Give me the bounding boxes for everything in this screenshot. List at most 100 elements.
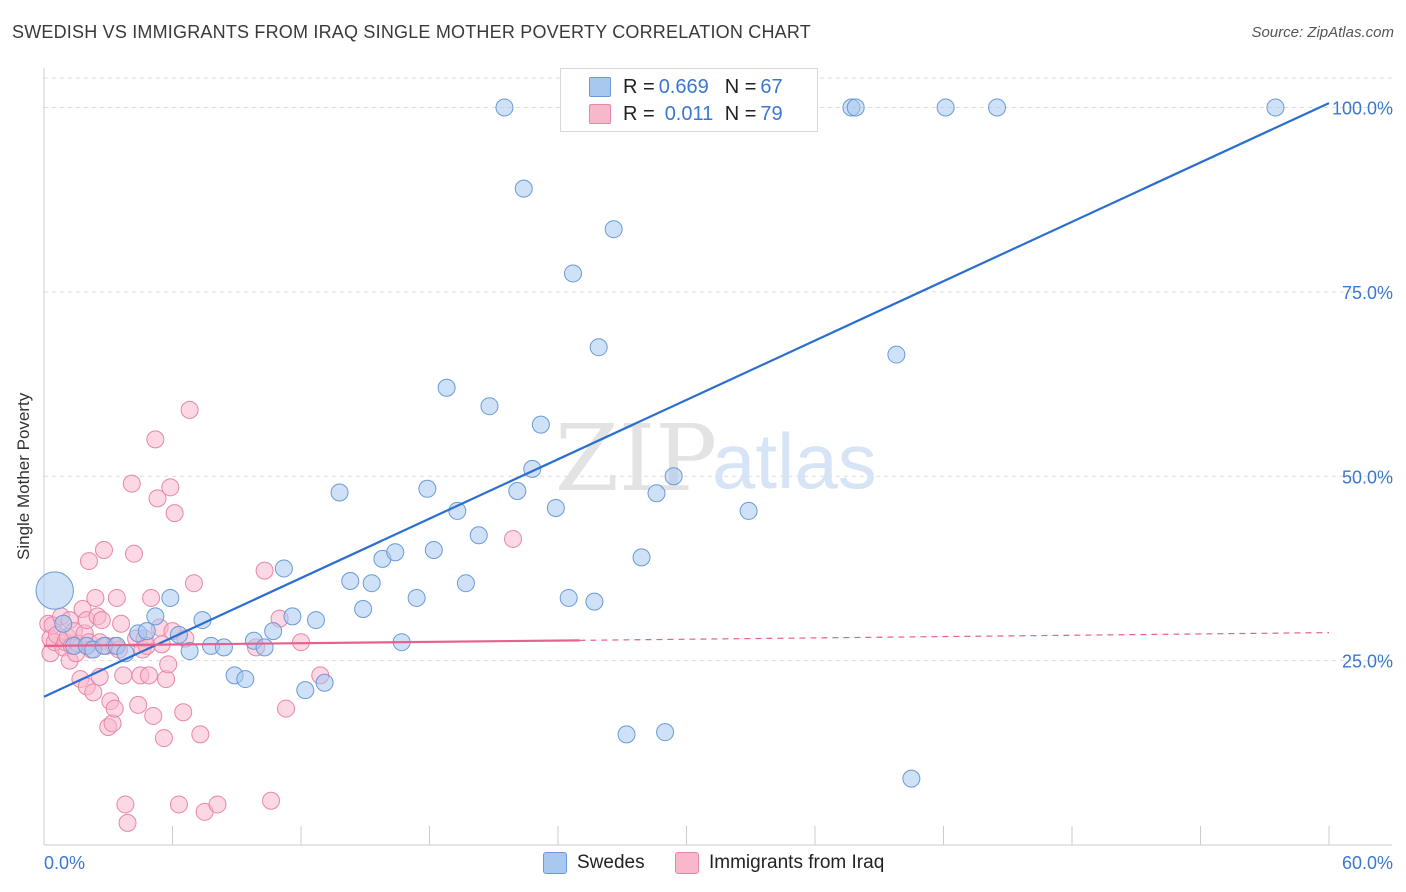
correlation-legend: R = 0.669 N = 67 R = 0.011 N = 79 — [560, 68, 818, 132]
n-value-iraq: 79 — [760, 102, 783, 125]
iraq-point — [146, 430, 165, 449]
iraq-point — [165, 504, 184, 523]
iraq-point — [92, 611, 111, 630]
iraq-point — [84, 683, 103, 702]
iraq-point — [94, 541, 113, 559]
swedes-point — [424, 541, 443, 559]
swedes-point — [739, 501, 758, 520]
legend-item-iraq[interactable]: Immigrants from Iraq — [675, 852, 884, 874]
trend-line-swedes — [43, 102, 1330, 698]
iraq-point — [139, 666, 158, 685]
swedes-point — [495, 98, 514, 117]
trend-line-iraq-extension — [579, 632, 1330, 641]
swedes-point — [264, 622, 283, 641]
watermark-zip: ZIP — [555, 405, 717, 512]
swedes-point — [887, 345, 906, 364]
r-value-iraq: 0.011 — [664, 102, 714, 125]
y-tick-label: 50.0% — [1342, 467, 1393, 487]
swedes-point — [386, 543, 405, 562]
swedes-point — [902, 769, 921, 788]
swedes-swatch — [589, 77, 611, 97]
swedes-point — [647, 484, 666, 503]
trend-line-iraq — [43, 639, 580, 647]
x-tick-label-min: 0.0% — [44, 853, 85, 873]
trend-lines — [43, 102, 1330, 698]
watermark-atlas: atlas — [712, 417, 877, 505]
swedes-point — [283, 607, 302, 626]
swedes-point — [469, 526, 488, 545]
swedes-point — [988, 98, 1007, 117]
iraq-point — [148, 489, 167, 508]
iraq-point — [159, 655, 178, 674]
iraq-point — [174, 703, 193, 722]
axes — [43, 68, 1392, 846]
swedes-point — [137, 622, 156, 641]
swedes-point — [514, 179, 533, 198]
swedes-point — [362, 574, 381, 593]
n-value-swedes: 67 — [760, 75, 783, 98]
iraq-point — [79, 552, 98, 571]
legend-label-iraq: Immigrants from Iraq — [709, 852, 885, 873]
swedes-point — [546, 498, 565, 517]
grid-lines — [44, 77, 1392, 662]
swedes-point — [236, 670, 255, 689]
legend-row-iraq: R = 0.011 N = 79 — [561, 101, 783, 127]
legend-label-swedes: Swedes — [577, 852, 645, 873]
swedes-point — [936, 98, 955, 117]
swedes-point — [437, 378, 456, 397]
swedes-point — [35, 571, 74, 610]
watermark: ZIP atlas — [555, 405, 877, 512]
iraq-point — [114, 666, 133, 685]
swedes-point — [161, 588, 180, 607]
iraq-point — [255, 561, 274, 580]
iraq-point — [142, 588, 161, 607]
swedes-point — [846, 98, 865, 117]
chart-title: SWEDISH VS IMMIGRANTS FROM IRAQ SINGLE M… — [12, 22, 811, 42]
swedes-point — [214, 638, 233, 657]
swedes-point — [306, 611, 325, 630]
swedes-point — [296, 681, 315, 700]
swedes-point — [1266, 98, 1285, 117]
swedes-point — [604, 220, 623, 239]
iraq-point — [154, 729, 173, 748]
swedes-point — [146, 607, 165, 626]
n-label: N = — [724, 102, 757, 125]
legend-item-swedes[interactable]: Swedes — [543, 852, 645, 874]
iraq-point — [184, 574, 203, 593]
y-tick-label: 100.0% — [1332, 99, 1393, 119]
swedes-point — [354, 600, 373, 618]
swedes-point — [54, 614, 73, 633]
iraq-point — [262, 791, 281, 810]
iraq-point — [157, 670, 176, 689]
r-label: R = — [623, 102, 655, 125]
y-tick-label: 75.0% — [1342, 283, 1393, 303]
swedes-point — [559, 588, 578, 607]
series-iraq-points — [39, 400, 523, 832]
swedes-point — [664, 467, 683, 486]
r-label: R = — [623, 75, 655, 98]
iraq-point — [161, 478, 180, 497]
r-value-swedes: 0.669 — [658, 75, 709, 98]
swedes-point — [418, 479, 437, 498]
swedes-point — [563, 264, 582, 283]
iraq-legend-swatch — [675, 852, 699, 874]
swedes-point — [315, 673, 334, 692]
swedes-legend-swatch — [543, 852, 567, 874]
iraq-point — [105, 699, 124, 718]
swedes-point — [341, 571, 360, 590]
swedes-point — [531, 415, 550, 434]
iraq-point — [112, 614, 131, 633]
iraq-point — [122, 474, 141, 493]
y-axis-label: Single Mother Poverty — [14, 392, 33, 560]
iraq-point — [124, 544, 143, 563]
swedes-point — [656, 723, 675, 742]
iraq-point — [504, 529, 523, 548]
swedes-point — [456, 574, 475, 593]
iraq-point — [277, 699, 296, 718]
series-legend: Swedes Immigrants from Iraq — [0, 852, 1406, 878]
x-tick-label-max: 60.0% — [1342, 853, 1393, 873]
iraq-point — [107, 588, 126, 607]
iraq-point — [129, 695, 148, 714]
iraq-point — [169, 795, 188, 814]
swedes-point — [180, 642, 199, 661]
